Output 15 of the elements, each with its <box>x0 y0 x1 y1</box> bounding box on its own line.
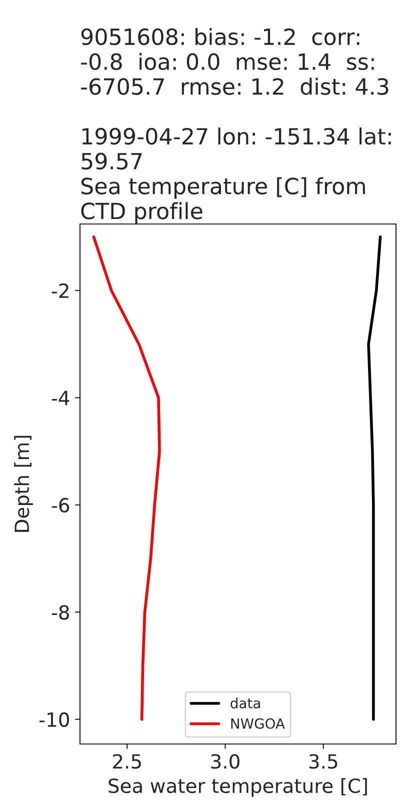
y-tick-label: -8 <box>52 605 69 620</box>
legend-label: data <box>230 698 260 708</box>
y-axis-title: Depth [m] <box>14 436 33 532</box>
y-tick-label: -2 <box>52 283 68 298</box>
x-tick-label: 3.0 <box>211 754 240 769</box>
y-tick-label: -4 <box>52 390 70 406</box>
line-series <box>367 235 382 721</box>
x-axis-title: Sea water temperature [C] <box>108 778 367 797</box>
legend-label: NWGOA <box>231 718 285 729</box>
chart-title: 9051608: bias: -1.2 corr: -0.8 ioa: 0.0 mse: 1.4 ss: -6705.7 rmse: 1.2 dist: 4.3 1999-04-27 lon: -151.34 lat: 59.57 Sea temperature [C] from CTD profile <box>81 28 391 224</box>
line-series <box>92 235 161 721</box>
x-tick-label: 2.5 <box>113 754 141 769</box>
y-tick-label: -6 <box>52 498 70 513</box>
y-tick-label: -10 <box>39 712 69 728</box>
x-tick-label: 3.5 <box>309 754 338 769</box>
